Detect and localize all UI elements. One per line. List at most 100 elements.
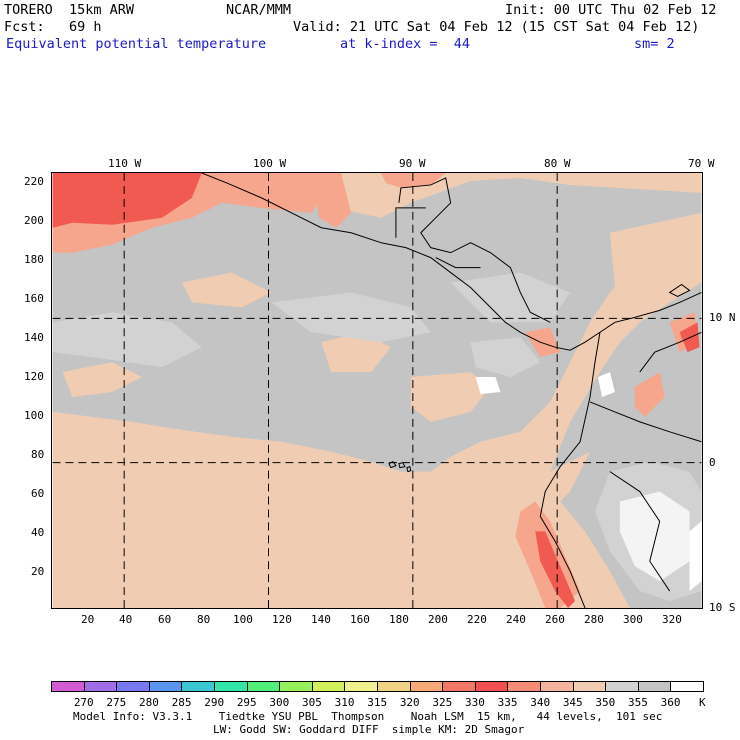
- colorbar-swatch: [311, 681, 346, 692]
- colorbar-swatch: [442, 681, 476, 692]
- colorbar-swatch: [279, 681, 313, 692]
- colorbar-swatch: [51, 681, 85, 692]
- y-tick: 160: [24, 292, 44, 305]
- colorbar-label: 350: [595, 696, 616, 709]
- coastline-central-america: [380, 242, 601, 351]
- y-tick: 60: [31, 487, 45, 500]
- colorbar-swatch: [572, 681, 607, 692]
- colorbar-label: 325: [432, 696, 453, 709]
- colorbar-swatch: [116, 681, 150, 692]
- field-salmon-central: [525, 327, 561, 358]
- y-tick: 100: [24, 409, 44, 422]
- x-tick: 280: [584, 613, 604, 626]
- island-caribbean: [668, 283, 691, 297]
- colorbar-swatch: [474, 681, 509, 692]
- coastline-pacific-sa: [539, 332, 601, 608]
- colorbar-label: 310: [334, 696, 355, 709]
- x-tick: 120: [272, 613, 292, 626]
- field-salmon-ne: [634, 372, 665, 417]
- x-tick: 320: [662, 613, 682, 626]
- x-tick: 100: [233, 613, 253, 626]
- colorbar-swatch: [637, 681, 672, 692]
- y-tick: 20: [31, 565, 45, 578]
- field-land-white: [689, 521, 702, 592]
- field-warm-blob: [321, 332, 391, 373]
- field-warm-blob: [62, 362, 143, 397]
- colorbar-label: 340: [530, 696, 551, 709]
- colorbar-swatch: [344, 681, 378, 692]
- field-lightgray-patch: [470, 337, 541, 378]
- x-tick: 60: [158, 613, 172, 626]
- colorbar-label: 280: [139, 696, 159, 709]
- x-tick: 40: [119, 613, 133, 626]
- lat-label-eq: 0: [709, 456, 716, 469]
- field-land-white: [597, 372, 615, 397]
- y-tick: 140: [24, 331, 44, 344]
- colorbar-label: 330: [465, 696, 485, 709]
- colorbar-label: 335: [497, 696, 518, 709]
- coastline-colombia: [599, 291, 702, 333]
- y-tick: 180: [24, 253, 44, 266]
- colorbar-label: 315: [367, 696, 388, 709]
- field-warm-ne: [609, 212, 702, 313]
- colorbar-swatch: [409, 681, 444, 692]
- coastlines: [201, 173, 702, 608]
- border-peru-brazil: [609, 471, 671, 592]
- colorbar-label: K: [699, 696, 706, 709]
- colorbar-swatch: [148, 681, 183, 692]
- field-salmon-coast: [311, 173, 352, 228]
- colorbar-swatch: [670, 681, 704, 692]
- border-colombia-ecuador: [589, 401, 702, 443]
- y-tick: 220: [24, 175, 44, 188]
- colorbar-label: 320: [399, 696, 420, 709]
- map-panel: [51, 172, 703, 609]
- level-info: at k-index = 44: [340, 36, 471, 52]
- x-tick: 200: [428, 613, 448, 626]
- field-warm-blob: [410, 372, 491, 422]
- colorbar-label: 345: [562, 696, 583, 709]
- y-tick: 200: [24, 214, 44, 227]
- field-lightgray-patch: [271, 292, 431, 343]
- colorbar-label: 295: [236, 696, 257, 709]
- x-tick: 260: [545, 613, 565, 626]
- x-tick: 240: [506, 613, 526, 626]
- colorbar-label: 275: [106, 696, 127, 709]
- colorbar-swatch: [540, 681, 574, 692]
- model-info-line2: LW: Godd SW: Goddard DIFF simple KM: 2D …: [213, 723, 525, 736]
- border-guatemala: [395, 207, 426, 238]
- coastline-mexico: [201, 173, 382, 244]
- field-lightgray-patch: [450, 272, 571, 323]
- field-warm-blob: [181, 272, 272, 308]
- colorbar-label: 300: [269, 696, 290, 709]
- y-tick: 40: [31, 526, 45, 539]
- colorbar-label: 270: [73, 696, 94, 709]
- x-tick: 160: [350, 613, 370, 626]
- valid-time: Valid: 21 UTC Sat 04 Feb 12 (15 CST Sat …: [293, 19, 700, 35]
- field-red-plume: [52, 173, 202, 228]
- field-land-white: [619, 491, 690, 582]
- colorbar-swatch: [181, 681, 215, 692]
- center-label: NCAR/MMM: [226, 2, 292, 18]
- colorbar-swatch: [83, 681, 118, 692]
- colorbar-label: 290: [204, 696, 225, 709]
- x-tick: 300: [623, 613, 643, 626]
- colorbar-label: 285: [171, 696, 192, 709]
- y-tick: 120: [24, 370, 44, 383]
- field-name: Equivalent potential temperature: [6, 36, 267, 52]
- colorbar-swatch: [246, 681, 281, 692]
- colorbar-swatch: [214, 681, 248, 692]
- field-red-peru: [535, 531, 576, 608]
- x-tick: 20: [81, 613, 95, 626]
- border-venezuela: [639, 331, 702, 373]
- colorbar-label: 305: [302, 696, 322, 709]
- smoothing-info: sm= 2: [634, 36, 675, 52]
- colorbar-swatch: [605, 681, 639, 692]
- model-info-line1: Model Info: V3.3.1 Tiedtke YSU PBL Thomp…: [73, 710, 663, 723]
- field-warm-coast: [550, 451, 591, 507]
- lat-label-10n: 10 N: [709, 311, 736, 324]
- lon-label-100w: 100 W: [253, 157, 287, 170]
- coastline-caribbean: [398, 177, 551, 323]
- lon-label-90w: 90 W: [399, 157, 426, 170]
- graticule: [52, 173, 702, 608]
- x-tick: 80: [197, 613, 211, 626]
